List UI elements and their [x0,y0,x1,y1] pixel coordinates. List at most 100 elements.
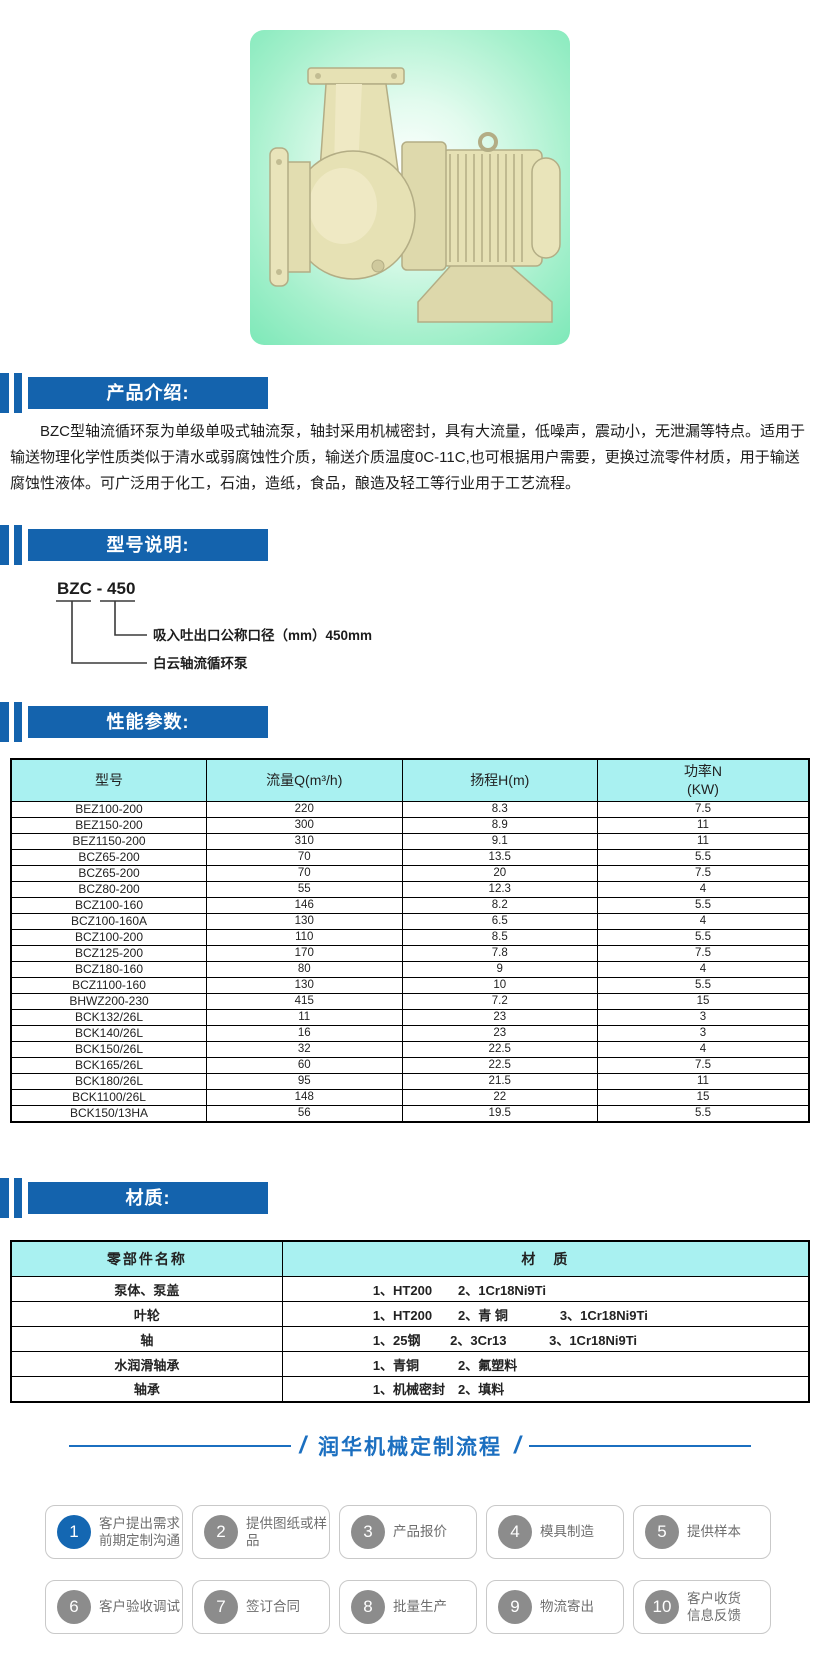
header-stripe-icon [14,373,22,413]
performance-cell: 10 [401,976,598,994]
pump-illustration [269,67,561,323]
performance-cell: 21.5 [401,1072,598,1090]
process-step-7: 7 签订合同 [192,1579,330,1634]
performance-cell: 70 [206,848,403,866]
step-label: 客户提出需求 前期定制沟通 [99,1515,180,1548]
performance-cell: BCK165/26L [10,1056,207,1074]
materials-table-body: 泵体、泵盖 1、HT200 2、1Cr18Ni9Ti 叶轮 1、HT200 2、青 铜… [10,1276,810,1402]
process-step-5: 5 提供样本 [633,1504,771,1559]
decorative-slash-right: / [514,1431,521,1459]
performance-cell: 19.5 [401,1104,598,1122]
material-value: 1、25钢 2、3Cr13 3、1Cr18Ni9Ti [281,1326,810,1352]
section-header-intro: 产品介绍: [0,373,820,413]
process-step-4: 4 模具制造 [486,1504,624,1559]
performance-cell: 8.9 [401,816,598,834]
performance-cell: BCZ125-200 [10,944,207,962]
divider-line-left [69,1444,292,1447]
performance-cell: 4 [597,1040,810,1058]
performance-cell: BEZ100-200 [10,800,207,818]
performance-cell: 300 [206,816,403,834]
performance-row: BCZ100-160A 130 6.5 4 [10,912,810,930]
performance-row: BCK140/26L 16 23 3 [10,1024,810,1042]
performance-cell: 13.5 [401,848,598,866]
step-label: 批量生产 [393,1599,447,1614]
performance-row: BEZ150-200 300 8.9 11 [10,816,810,834]
materials-row: 水润滑轴承 1、青铜 2、氟塑料 [10,1351,810,1377]
col-flow: 流量Q(m³/h) [206,758,403,802]
performance-row: BCK132/26L 11 23 3 [10,1008,810,1026]
performance-cell: 130 [206,912,403,930]
performance-cell: BCK150/26L [10,1040,207,1058]
performance-cell: BHWZ200-230 [10,992,207,1010]
performance-cell: 415 [206,992,403,1010]
performance-cell: 12.3 [401,880,598,898]
performance-cell: 9 [401,960,598,978]
performance-cell: BCZ65-200 [10,848,207,866]
performance-row: BCK1100/26L 148 22 15 [10,1088,810,1106]
performance-cell: 8.5 [401,928,598,946]
col-model: 型号 [10,758,207,802]
performance-cell: BCK150/13HA [10,1104,207,1122]
performance-row: BCZ65-200 70 20 7.5 [10,864,810,882]
step-number-badge: 4 [498,1514,532,1549]
performance-row: BCZ180-160 80 9 4 [10,960,810,978]
section-title-intro: 产品介绍: [28,377,268,409]
header-stripe-icon [0,525,9,565]
performance-cell: BCZ80-200 [10,880,207,898]
performance-row: BCK165/26L 60 22.5 7.5 [10,1056,810,1074]
performance-cell: 146 [206,896,403,914]
performance-cell: 4 [597,880,810,898]
performance-row: BCZ100-160 146 8.2 5.5 [10,896,810,914]
header-stripe-icon [0,702,9,742]
col-power: 功率N (KW) [597,758,810,802]
material-part-name: 叶轮 [10,1301,283,1327]
performance-cell: 5.5 [597,896,810,914]
material-part-name: 轴 [10,1326,283,1352]
material-value: 1、青铜 2、氟塑料 [281,1351,810,1377]
performance-cell: 22.5 [401,1056,598,1074]
performance-cell: BEZ1150-200 [10,832,207,850]
performance-cell: BCZ100-200 [10,928,207,946]
step-number-badge: 8 [351,1589,385,1624]
model-callout-series: 白云轴流循环泵 [153,655,248,671]
product-image [250,30,570,345]
model-callout-diameter: 吸入吐出口公称口径（mm）450mm [153,627,372,643]
performance-cell: 5.5 [597,928,810,946]
col-part-name: 零部件名称 [10,1240,283,1277]
performance-row: BHWZ200-230 415 7.2 15 [10,992,810,1010]
performance-cell: BCK180/26L [10,1072,207,1090]
performance-cell: 60 [206,1056,403,1074]
section-header-performance: 性能参数: [0,702,820,742]
materials-row: 轴 1、25钢 2、3Cr13 3、1Cr18Ni9Ti [10,1326,810,1352]
step-number-badge: 3 [351,1514,385,1549]
performance-cell: 220 [206,800,403,818]
step-label: 客户收货 信息反馈 [687,1590,741,1623]
product-figure-wrap [250,0,570,345]
materials-table: 零部件名称 材 质 泵体、泵盖 1、HT200 2、1Cr18Ni9Ti 叶轮 1、H… [10,1239,810,1403]
material-value: 1、HT200 2、青 铜 3、1Cr18Ni9Ti [281,1301,810,1327]
performance-cell: BCZ100-160A [10,912,207,930]
performance-cell: 95 [206,1072,403,1090]
section-header-materials: 材质: [0,1177,820,1218]
performance-row: BEZ100-200 220 8.3 7.5 [10,800,810,818]
performance-row: BEZ1150-200 310 9.1 11 [10,832,810,850]
step-number-badge: 6 [57,1589,91,1624]
header-stripe-icon [14,1177,22,1218]
performance-cell: BCK1100/26L [10,1088,207,1106]
performance-row: BCK180/26L 95 21.5 11 [10,1072,810,1090]
section-title-model: 型号说明: [28,529,268,561]
performance-cell: 9.1 [401,832,598,850]
performance-cell: BCZ180-160 [10,960,207,978]
performance-cell: 7.5 [597,800,810,818]
step-number-badge: 2 [204,1514,238,1549]
performance-cell: BCZ100-160 [10,896,207,914]
performance-cell: 7.8 [401,944,598,962]
performance-row: BCZ1100-160 130 10 5.5 [10,976,810,994]
materials-row: 泵体、泵盖 1、HT200 2、1Cr18Ni9Ti [10,1276,810,1302]
step-number-badge: 5 [645,1514,679,1549]
performance-cell: 4 [597,912,810,930]
material-part-name: 水润滑轴承 [10,1351,283,1377]
performance-cell: 110 [206,928,403,946]
performance-cell: 70 [206,864,403,882]
performance-cell: 3 [597,1008,810,1026]
